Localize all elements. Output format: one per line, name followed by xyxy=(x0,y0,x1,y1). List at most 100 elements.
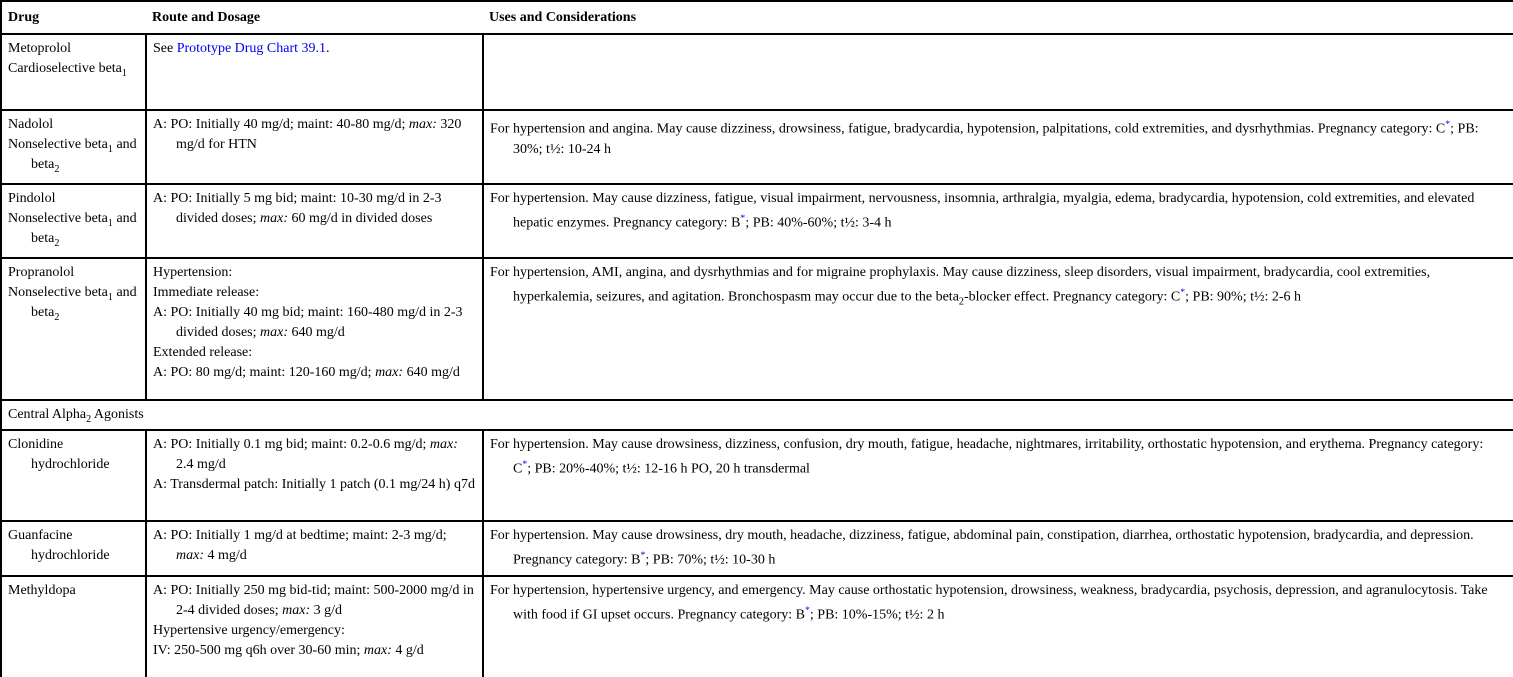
text-run: A: PO: Initially 5 mg bid; maint: 10-30 … xyxy=(153,191,446,226)
subscript: 1 xyxy=(107,291,113,303)
text-run: Hypertension: xyxy=(153,265,233,280)
text-run: A: PO: 80 mg/d; maint: 120-160 mg/d; xyxy=(153,365,376,380)
drug-row: Pindolol Nonselective beta1 and beta2 A: P… xyxy=(0,183,1513,259)
paragraph: Immediate release: xyxy=(153,283,476,303)
text-run: . xyxy=(326,41,330,56)
text-run: Nonselective beta xyxy=(8,285,108,300)
text-run: max: xyxy=(375,365,404,380)
subscript: 1 xyxy=(121,67,127,79)
table-body: Metoprolol Cardioselective beta1 See Proto… xyxy=(0,33,1513,677)
text-run: Immediate release: xyxy=(153,285,260,300)
route-cell: A: PO: Initially 0.1 mg bid; maint: 0.2-… xyxy=(145,429,484,522)
subscript: 1 xyxy=(107,143,113,155)
paragraph: IV: 250-500 mg q6h over 30-60 min; max: … xyxy=(153,641,476,661)
section-row: Central Alpha2 Agonists xyxy=(0,399,1513,431)
text-run: -blocker effect. Pregnancy category: C xyxy=(963,289,1181,305)
paragraph: For hypertension and angina. May cause d… xyxy=(490,115,1503,160)
drug-row: Nadolol Nonselective beta1 and beta2 A: PO… xyxy=(0,109,1513,185)
text-run: A: PO: Initially 40 mg bid; maint: 160-4… xyxy=(153,305,467,340)
paragraph: Propranolol xyxy=(8,263,139,283)
text-run: max: xyxy=(282,602,311,618)
paragraph: Metoprolol xyxy=(8,39,139,59)
text-run: Metoprolol xyxy=(8,41,71,56)
text-run: 640 mg/d xyxy=(288,325,345,340)
text-run: For hypertension, hypertensive urgency, … xyxy=(490,582,1492,623)
text-run: Pindolol xyxy=(8,191,56,206)
paragraph: For hypertension. May cause dizziness, f… xyxy=(490,189,1503,234)
text-run: Central Alpha xyxy=(8,407,87,422)
text-run: Cardioselective beta xyxy=(8,61,122,76)
drug-row: Guanfacine hydrochloride A: PO: Initially… xyxy=(0,520,1513,577)
text-run: A: PO: Initially 1 mg/d at bedtime; main… xyxy=(153,528,451,543)
text-run: max: xyxy=(429,437,458,452)
pregnancy-category-asterisk[interactable]: * xyxy=(1180,287,1186,298)
paragraph: A: Transdermal patch: Initially 1 patch … xyxy=(153,475,476,495)
text-run: Nadolol xyxy=(8,117,54,132)
drug-cell: Clonidine hydrochloride xyxy=(0,429,147,522)
pregnancy-category-asterisk[interactable]: * xyxy=(522,459,528,470)
drug-cell: Nadolol Nonselective beta1 and beta2 xyxy=(0,109,147,185)
text-run: ; PB: 70%; t½: 10-30 h xyxy=(645,552,776,568)
text-run: max: xyxy=(260,325,288,340)
drug-cell: Methyldopa xyxy=(0,574,147,677)
pregnancy-category-asterisk[interactable]: * xyxy=(640,550,646,561)
uses-cell xyxy=(482,33,1513,111)
text-run: A: PO: Initially 250 mg bid-tid; maint: … xyxy=(153,582,478,618)
paragraph: A: PO: Initially 40 mg bid; maint: 160-4… xyxy=(153,303,476,343)
route-cell: Hypertension: Immediate release: A: PO: In… xyxy=(145,257,484,401)
pregnancy-category-asterisk[interactable]: * xyxy=(804,604,810,616)
text-run: and beta xyxy=(31,285,141,320)
subscript: 2 xyxy=(54,311,60,323)
paragraph: For hypertension. May cause drowsiness, … xyxy=(490,435,1503,480)
uses-cell: For hypertension. May cause drowsiness, … xyxy=(482,520,1513,577)
route-cell: A: PO: Initially 1 mg/d at bedtime; main… xyxy=(145,520,484,577)
drug-row: Metoprolol Cardioselective beta1 See Proto… xyxy=(0,33,1513,111)
column-header-uses-and-considerations: Uses and Considerations xyxy=(483,0,1513,35)
paragraph: A: PO: Initially 40 mg/d; maint: 40-80 m… xyxy=(153,115,476,155)
text-run: For hypertension. May cause dizziness, f… xyxy=(490,191,1478,231)
text-run: 640 mg/d xyxy=(403,365,460,380)
drug-row: Clonidine hydrochloride A: PO: Initially … xyxy=(0,429,1513,522)
prototype-drug-chart-link[interactable]: Prototype Drug Chart 39.1 xyxy=(176,41,327,56)
drug-cell: Metoprolol Cardioselective beta1 xyxy=(0,33,147,111)
text-run: ; PB: 10%-15%; t½: 2 h xyxy=(809,607,945,623)
drug-row: Propranolol Nonselective beta1 and beta2 H… xyxy=(0,257,1513,401)
uses-cell: For hypertension and angina. May cause d… xyxy=(482,109,1513,185)
paragraph: A: PO: Initially 1 mg/d at bedtime; main… xyxy=(153,526,476,566)
route-cell: A: PO: Initially 40 mg/d; maint: 40-80 m… xyxy=(145,109,484,185)
text-run: Propranolol xyxy=(8,265,75,280)
text-run: Hypertensive urgency/emergency: xyxy=(153,622,345,638)
uses-cell: For hypertension, hypertensive urgency, … xyxy=(482,574,1513,677)
text-run: max: xyxy=(176,548,204,563)
paragraph: Extended release: xyxy=(153,343,476,363)
drug-cell: Propranolol Nonselective beta1 and beta2 xyxy=(0,257,147,401)
text-run: Agonists xyxy=(91,407,144,422)
text-run: A: PO: Initially 40 mg/d; maint: 40-80 m… xyxy=(153,117,409,132)
text-run: and beta xyxy=(31,211,141,246)
route-cell: A: PO: Initially 250 mg bid-tid; maint: … xyxy=(145,574,484,677)
paragraph: A: PO: Initially 0.1 mg bid; maint: 0.2-… xyxy=(153,435,476,475)
text-run: Clonidine hydrochloride xyxy=(8,437,110,472)
paragraph: Central Alpha2 Agonists xyxy=(8,405,1507,425)
text-run: 4 mg/d xyxy=(204,548,247,563)
text-run: For hypertension and angina. May cause d… xyxy=(490,121,1446,137)
subscript: 2 xyxy=(958,296,964,308)
subscript: 1 xyxy=(107,217,113,229)
paragraph: A: PO: 80 mg/d; maint: 120-160 mg/d; max… xyxy=(153,363,476,383)
paragraph: For hypertension, hypertensive urgency, … xyxy=(490,581,1503,626)
paragraph: Hypertensive urgency/emergency: xyxy=(153,621,476,641)
paragraph: Guanfacine hydrochloride xyxy=(8,526,139,566)
text-run: 4 g/d xyxy=(391,642,424,658)
pregnancy-category-asterisk[interactable]: * xyxy=(740,213,746,224)
text-run: Nonselective beta xyxy=(8,137,108,152)
paragraph: Hypertension: xyxy=(153,263,476,283)
subscript: 2 xyxy=(86,413,92,425)
text-run: See xyxy=(153,41,177,56)
text-run: 320 mg/d for HTN xyxy=(176,117,465,152)
text-run: ; PB: 40%-60%; t½: 3-4 h xyxy=(745,215,892,231)
text-run: 3 g/d xyxy=(310,602,343,618)
uses-cell: For hypertension. May cause dizziness, f… xyxy=(482,183,1513,259)
section-title-cell: Central Alpha2 Agonists xyxy=(0,399,1513,431)
pregnancy-category-asterisk[interactable]: * xyxy=(1445,119,1451,130)
